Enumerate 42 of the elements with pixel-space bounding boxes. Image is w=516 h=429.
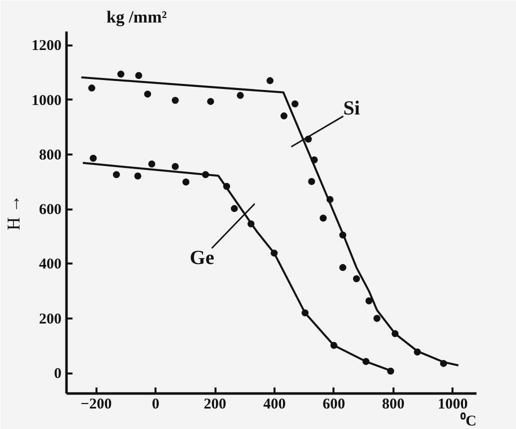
- point: [373, 314, 380, 322]
- point: [266, 77, 274, 84]
- point: [135, 72, 142, 79]
- y-tick-label: 800: [39, 147, 62, 164]
- x-tick-label: 200: [204, 396, 226, 412]
- point: [308, 178, 316, 185]
- point: [291, 100, 298, 108]
- point: [117, 70, 124, 78]
- x-axis-title: ⁰C: [460, 412, 477, 429]
- point: [90, 154, 97, 162]
- x-tick-label: 600: [322, 396, 346, 412]
- annotation: Ge: [190, 247, 214, 270]
- point: [230, 205, 238, 212]
- x-tick-label: 400: [263, 396, 286, 412]
- y-tick-label: 600: [39, 202, 62, 218]
- y-tick-label: 1200: [32, 38, 62, 54]
- point: [236, 92, 244, 99]
- x-tick-label: 0: [152, 396, 160, 412]
- y-tick-label: 200: [39, 311, 62, 328]
- point: [207, 98, 214, 105]
- point: [172, 162, 179, 170]
- point: [144, 90, 152, 98]
- point: [172, 96, 179, 104]
- point: [88, 84, 96, 92]
- annotation: Si: [343, 98, 360, 120]
- y-tick-label: 400: [39, 256, 62, 273]
- point: [112, 171, 120, 178]
- point: [339, 264, 346, 272]
- point: [182, 178, 190, 186]
- y-axis-title: H →: [4, 194, 24, 230]
- point: [280, 112, 288, 120]
- y-tick-label: 1000: [32, 92, 62, 109]
- x-tick-label: −200: [80, 396, 112, 412]
- point: [148, 160, 156, 168]
- point: [352, 275, 360, 282]
- point: [365, 297, 372, 304]
- point: [320, 214, 327, 222]
- y-tick-label: 0: [54, 366, 62, 382]
- point: [134, 172, 142, 180]
- x-tick-label: 800: [382, 396, 405, 412]
- chart-title: kg /mm²: [106, 8, 167, 26]
- x-tick-label: 1000: [438, 396, 468, 412]
